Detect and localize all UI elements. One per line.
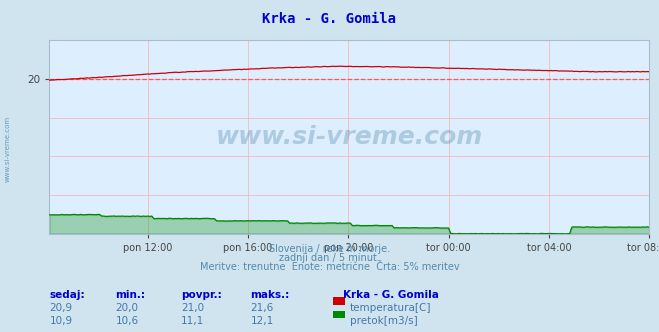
Text: www.si-vreme.com: www.si-vreme.com [5, 116, 11, 183]
Text: Krka - G. Gomila: Krka - G. Gomila [343, 290, 438, 299]
Text: Slovenija / reke in morje.: Slovenija / reke in morje. [269, 244, 390, 254]
Text: 10,6: 10,6 [115, 316, 138, 326]
Text: 21,6: 21,6 [250, 303, 273, 313]
Text: temperatura[C]: temperatura[C] [350, 303, 432, 313]
Text: 21,0: 21,0 [181, 303, 204, 313]
Text: 12,1: 12,1 [250, 316, 273, 326]
Text: zadnji dan / 5 minut.: zadnji dan / 5 minut. [279, 253, 380, 263]
Text: povpr.:: povpr.: [181, 290, 222, 299]
Text: 20,9: 20,9 [49, 303, 72, 313]
Text: Meritve: trenutne  Enote: metrične  Črta: 5% meritev: Meritve: trenutne Enote: metrične Črta: … [200, 262, 459, 272]
Text: 20,0: 20,0 [115, 303, 138, 313]
Text: sedaj:: sedaj: [49, 290, 85, 299]
Text: www.si-vreme.com: www.si-vreme.com [215, 125, 483, 149]
Text: min.:: min.: [115, 290, 146, 299]
Text: 11,1: 11,1 [181, 316, 204, 326]
Text: 10,9: 10,9 [49, 316, 72, 326]
Text: maks.:: maks.: [250, 290, 290, 299]
Text: Krka - G. Gomila: Krka - G. Gomila [262, 12, 397, 26]
Text: pretok[m3/s]: pretok[m3/s] [350, 316, 418, 326]
